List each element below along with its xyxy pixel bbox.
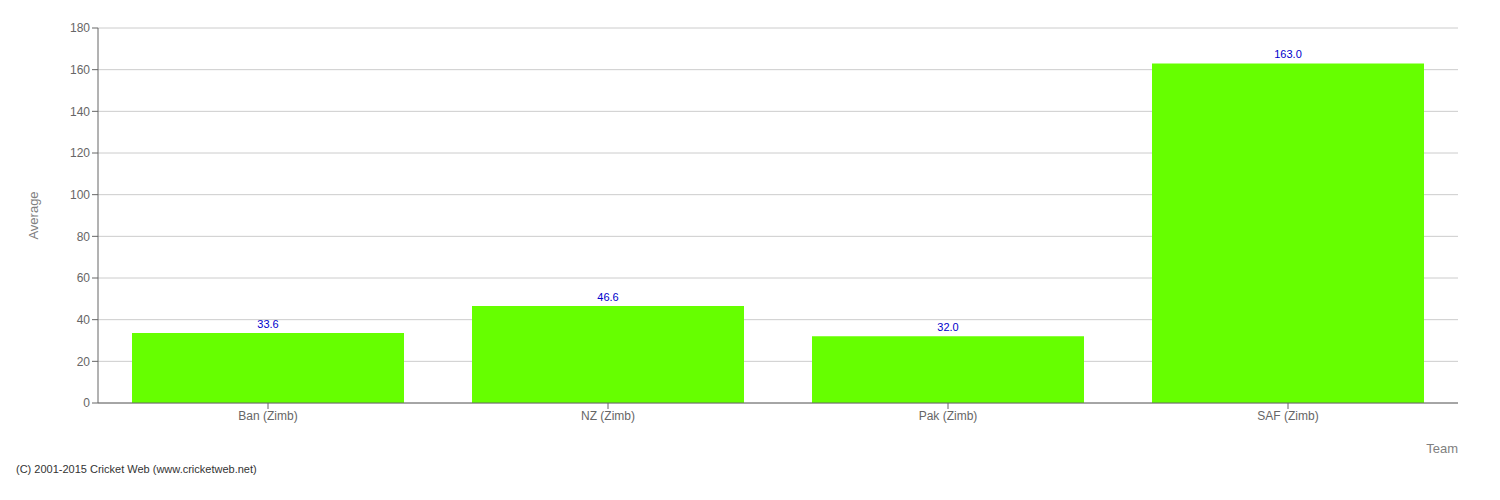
svg-text:20: 20 [77, 355, 91, 369]
svg-text:160: 160 [70, 63, 90, 77]
svg-text:180: 180 [70, 21, 90, 35]
svg-text:60: 60 [77, 271, 91, 285]
svg-text:Team: Team [1426, 441, 1458, 456]
svg-text:80: 80 [77, 230, 91, 244]
svg-text:40: 40 [77, 313, 91, 327]
svg-text:Average: Average [26, 191, 41, 239]
svg-text:140: 140 [70, 105, 90, 119]
svg-text:0: 0 [83, 396, 90, 410]
svg-text:46.6: 46.6 [597, 291, 618, 303]
svg-text:163.0: 163.0 [1274, 48, 1302, 60]
svg-text:32.0: 32.0 [937, 321, 958, 333]
svg-text:33.6: 33.6 [257, 318, 278, 330]
svg-text:120: 120 [70, 146, 90, 160]
html-text:(C) 2001-2015 Cricket Web (www: (C) 2001-2015 Cricket Web (www.cricketwe… [16, 463, 257, 475]
svg-text:100: 100 [70, 188, 90, 202]
svg-text:SAF (Zimb): SAF (Zimb) [1257, 409, 1318, 423]
svg-text:Ban (Zimb): Ban (Zimb) [238, 409, 297, 423]
svg-text:Pak (Zimb): Pak (Zimb) [919, 409, 978, 423]
svg-text:NZ (Zimb): NZ (Zimb) [581, 409, 635, 423]
